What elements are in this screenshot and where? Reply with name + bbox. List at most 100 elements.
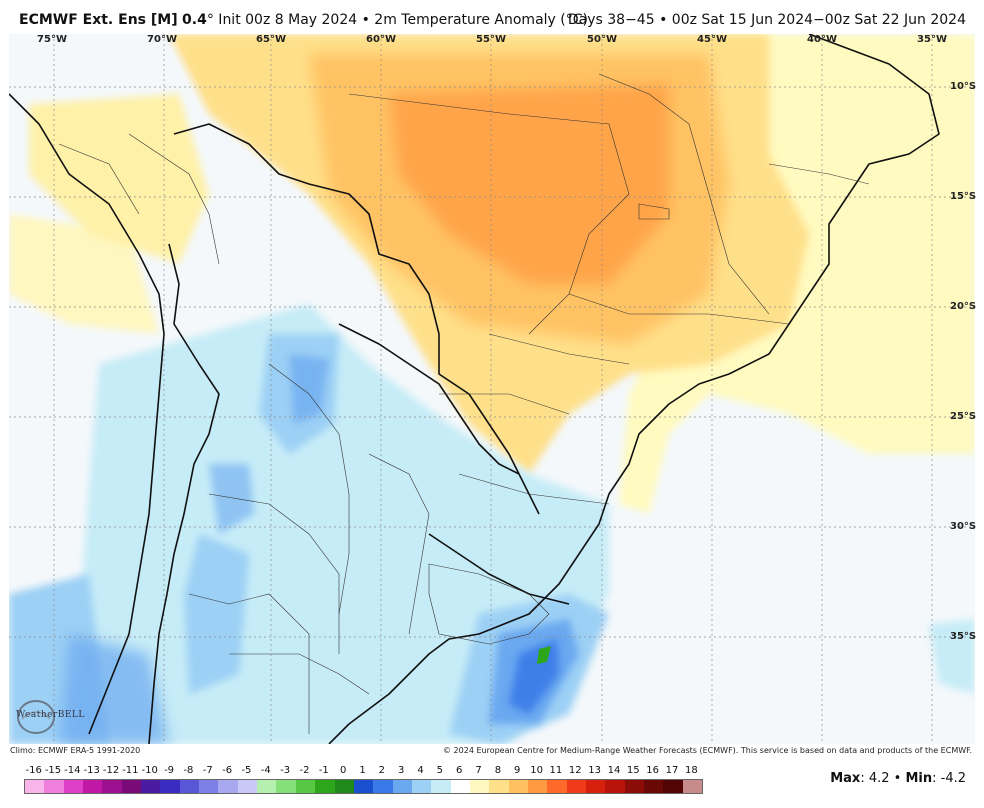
- colorbar-swatch: [411, 780, 432, 793]
- colorbar: [24, 779, 703, 794]
- colorbar-swatch: [102, 780, 122, 793]
- lat-label: 30°S: [950, 521, 977, 532]
- colorbar-label: -2: [299, 765, 310, 776]
- ecmwf-credit: © 2024 European Centre for Medium-Range …: [443, 746, 972, 755]
- colorbar-swatch: [276, 780, 296, 793]
- colorbar-label: -16: [25, 765, 42, 776]
- colorbar-label: -6: [222, 765, 233, 776]
- colorbar-swatch: [547, 780, 567, 793]
- colorbar-swatch: [392, 780, 412, 793]
- colorbar-swatch: [199, 780, 219, 793]
- colorbar-swatch: [431, 780, 451, 793]
- min-label: Min: [905, 771, 933, 786]
- colorbar-label: 16: [646, 765, 660, 776]
- map-title-bar: ECMWF Ext. Ens [M] 0.4° Init 00z 8 May 2…: [0, 0, 984, 34]
- colorbar-swatch: [508, 780, 528, 793]
- colorbar-label: -9: [164, 765, 175, 776]
- model-resolution: 0.4: [182, 12, 207, 28]
- lat-label: 20°S: [950, 301, 977, 312]
- cool-anomaly-patagonia: [59, 634, 169, 744]
- colorbar-swatch: [44, 780, 64, 793]
- colorbar-swatch: [605, 780, 625, 793]
- colorbar-swatch: [624, 780, 644, 793]
- colorbar-label: -5: [241, 765, 252, 776]
- colorbar-label: -3: [280, 765, 291, 776]
- colorbar-swatch: [141, 780, 161, 793]
- colorbar-swatch: [83, 780, 103, 793]
- colorbar-swatch: [682, 780, 703, 793]
- colorbar-label: 4: [417, 765, 424, 776]
- colorbar-swatch: [257, 780, 277, 793]
- map-title: ECMWF Ext. Ens [M] 0.4° Init 00z 8 May 2…: [19, 12, 588, 28]
- colorbar-label: 0: [339, 765, 347, 776]
- colorbar-labels: -16 -15 -14 -13 -12 -11 -10 -9 -8 -7 -6 -5 -4 -3 -2 -1 0…: [0, 765, 984, 777]
- max-min-readout: Max: 4.2 • Min: -4.2: [830, 771, 966, 786]
- colorbar-swatch: [663, 780, 683, 793]
- lon-label: 75°W: [37, 34, 67, 45]
- colorbar-label: 2: [378, 765, 386, 776]
- colorbar-swatch: [25, 780, 45, 793]
- colorbar-label: -7: [202, 765, 213, 776]
- colorbar-label: 10: [530, 765, 543, 776]
- colorbar-swatch: [237, 780, 258, 793]
- colorbar-label: -10: [141, 765, 158, 776]
- map-canvas: [9, 34, 975, 744]
- colorbar-label: 15: [626, 765, 640, 776]
- lon-label: 65°W: [256, 34, 286, 45]
- weatherbell-logo: [17, 700, 55, 734]
- model-name: ECMWF Ext. Ens [M]: [19, 12, 178, 28]
- colorbar-label: 8: [494, 765, 502, 776]
- cool-anomaly-andes-north: [209, 464, 254, 534]
- degree-symbol: °: [206, 12, 214, 28]
- cool-anomaly-bolivia-core: [289, 354, 329, 424]
- colorbar-label: 5: [436, 765, 444, 776]
- lon-label: 45°W: [697, 34, 727, 45]
- graticule: [9, 34, 975, 744]
- colorbar-swatch: [334, 780, 354, 793]
- state-borders: [58, 73, 870, 734]
- min-value: : -4.2: [932, 771, 966, 786]
- colorbar-label: 13: [588, 765, 601, 776]
- lon-label: 60°W: [366, 34, 396, 45]
- colorbar-swatch: [315, 780, 335, 793]
- colorbar-swatch: [644, 780, 664, 793]
- cool-anomaly-far-east: [929, 619, 975, 694]
- lon-label: 55°W: [476, 34, 506, 45]
- colorbar-label: -15: [44, 765, 62, 776]
- max-value: : 4.2 •: [860, 771, 906, 786]
- colorbar-label: 6: [456, 765, 463, 776]
- colorbar-label: 7: [475, 765, 482, 776]
- warm-anomaly-peru: [29, 94, 209, 264]
- lat-label: 35°S: [950, 631, 977, 642]
- colorbar-swatch: [179, 780, 200, 793]
- colorbar-label: 9: [514, 765, 521, 776]
- warm-anomaly-brazil-core: [389, 84, 669, 284]
- logo-text: WeatherBELL: [16, 710, 85, 720]
- colorbar-swatch: [218, 780, 238, 793]
- lat-label: 10°S: [950, 81, 977, 92]
- colorbar-swatch: [373, 780, 393, 793]
- cool-anomaly-argentina-west: [184, 534, 249, 694]
- lon-label: 40°W: [807, 34, 837, 45]
- colorbar-swatch: [121, 780, 142, 793]
- colorbar-label: 18: [684, 765, 698, 776]
- colorbar-swatch: [353, 780, 374, 793]
- colorbar-label: 14: [607, 765, 621, 776]
- colorbar-swatch: [585, 780, 606, 793]
- colorbar-label: -4: [260, 765, 271, 776]
- max-label: Max: [830, 771, 861, 786]
- colorbar-swatch: [489, 780, 509, 793]
- colorbar-label: 17: [665, 765, 679, 776]
- colorbar-label: -11: [122, 765, 139, 776]
- colorbar-label: -13: [83, 765, 100, 776]
- colorbar-swatch: [63, 780, 84, 793]
- colorbar-label: -14: [64, 765, 81, 776]
- coastline-and-borders: [9, 34, 940, 744]
- lat-label: 25°S: [950, 411, 977, 422]
- colorbar-swatch: [469, 780, 490, 793]
- colorbar-swatch: [527, 780, 548, 793]
- colorbar-label: 3: [397, 765, 405, 776]
- colorbar-label: 1: [359, 765, 366, 776]
- colorbar-swatch: [566, 780, 586, 793]
- valid-period: Days 38−45 • 00z Sat 15 Jun 2024−00z Sat…: [567, 12, 966, 28]
